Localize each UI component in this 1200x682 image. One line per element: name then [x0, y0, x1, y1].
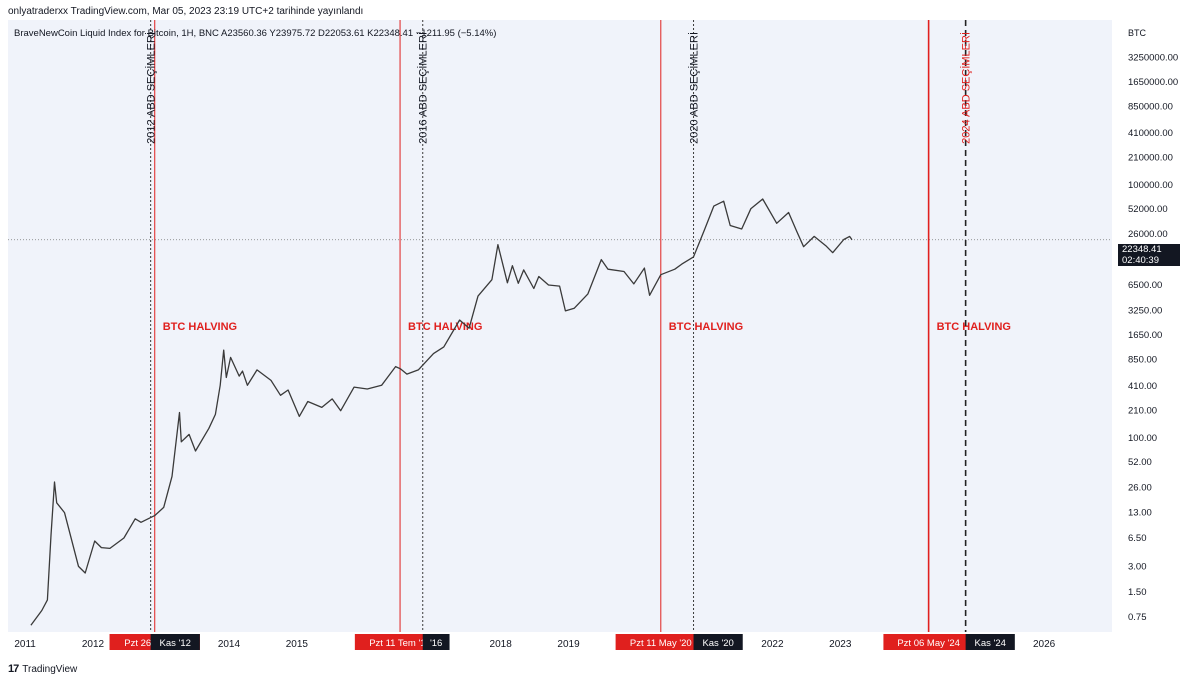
halving-date-label: Pzt 06 May '24 [897, 638, 960, 649]
y-tick-label: 26000.00 [1128, 229, 1168, 240]
halving-date-badge [354, 634, 446, 650]
y-tick-label: 100000.00 [1128, 180, 1173, 191]
halving-date-label: Pzt 11 Tem '16 [369, 638, 431, 649]
y-tick-label: 6500.00 [1128, 280, 1162, 291]
election-date-badge [150, 634, 200, 650]
election-date-label: Kas '12 [160, 638, 191, 649]
election-label: 2012 ABD SEÇİMLERİ [145, 32, 158, 144]
y-tick-label: 210.00 [1128, 406, 1157, 417]
symbol-name: BraveNewCoin Liquid Index for Bitcoin, 1… [14, 28, 219, 39]
y-tick-label: 52000.00 [1128, 204, 1168, 215]
y-tick-label: 52.00 [1128, 457, 1152, 468]
election-date-label: Kas '20 [702, 638, 733, 649]
y-tick-label: 3250.00 [1128, 305, 1162, 316]
y-tick-label: 410.00 [1128, 381, 1157, 392]
election-date-badge [965, 634, 1015, 650]
y-tick-label: 13.00 [1128, 508, 1152, 519]
y-tick-label: 3250000.00 [1128, 52, 1178, 63]
footer: 17 TradingView [8, 663, 77, 675]
halving-label: BTC HALVING [163, 321, 237, 333]
y-tick-label: 1650000.00 [1128, 77, 1178, 88]
halving-date-badge [615, 634, 707, 650]
election-label: 2020 ABD SEÇİMLERİ [688, 32, 701, 144]
election-date-label: Kas '24 [975, 638, 1006, 649]
x-tick-label: 2015 [286, 639, 309, 650]
x-tick-label: 2026 [1033, 639, 1056, 650]
symbol-legend: BraveNewCoin Liquid Index for Bitcoin, 1… [14, 28, 496, 39]
y-tick-label: 6.50 [1128, 533, 1147, 544]
election-date-badge [422, 634, 450, 650]
last-price: 22348.41 [1122, 244, 1162, 255]
price-series-line [30, 198, 853, 626]
y-tick-label: 850.00 [1128, 355, 1157, 366]
halving-label: BTC HALVING [669, 321, 743, 333]
y-tick-label: 0.75 [1128, 612, 1147, 623]
y-tick-label: 210000.00 [1128, 153, 1173, 164]
y-tick-label: 100.00 [1128, 433, 1157, 444]
election-label: 2024 ABD SEÇİMLERİ [960, 32, 973, 144]
x-tick-label: 2019 [557, 639, 580, 650]
x-tick-label: 2014 [218, 639, 241, 650]
halving-label: BTC HALVING [937, 321, 1011, 333]
election-date-badge [693, 634, 743, 650]
last-price-tag: 22348.41 02:40:39 [1118, 244, 1180, 266]
y-tick-label: 1.50 [1128, 587, 1147, 598]
y-tick-label: 1650.00 [1128, 330, 1162, 341]
x-tick-label: 2012 [82, 639, 105, 650]
y-tick-label: 26.00 [1128, 482, 1152, 493]
x-tick-label: 2023 [829, 639, 852, 650]
y-axis-unit: BTC [1128, 28, 1147, 38]
y-tick-label: 3.00 [1128, 561, 1147, 572]
x-tick-label: 2022 [761, 639, 784, 650]
election-label: 2016 ABD SEÇİMLERİ [417, 32, 430, 144]
y-tick-label: 850000.00 [1128, 101, 1173, 112]
halving-date-label: Pzt 11 May '20 [630, 638, 692, 649]
ohlc-values: A23560.36 Y23975.72 D22053.61 K22348.41 … [221, 28, 497, 39]
x-tick-label: 2018 [490, 639, 513, 650]
published-note: onlyatraderxx TradingView.com, Mar 05, 2… [8, 6, 364, 17]
tradingview-logo-icon: 17 [8, 663, 19, 675]
bar-countdown: 02:40:39 [1122, 255, 1159, 266]
footer-brand: TradingView [22, 663, 78, 675]
election-date-label: '16 [430, 638, 442, 649]
halving-date-badge [883, 634, 974, 650]
x-tick-label: 2011 [14, 639, 36, 650]
y-tick-label: 410000.00 [1128, 128, 1173, 139]
